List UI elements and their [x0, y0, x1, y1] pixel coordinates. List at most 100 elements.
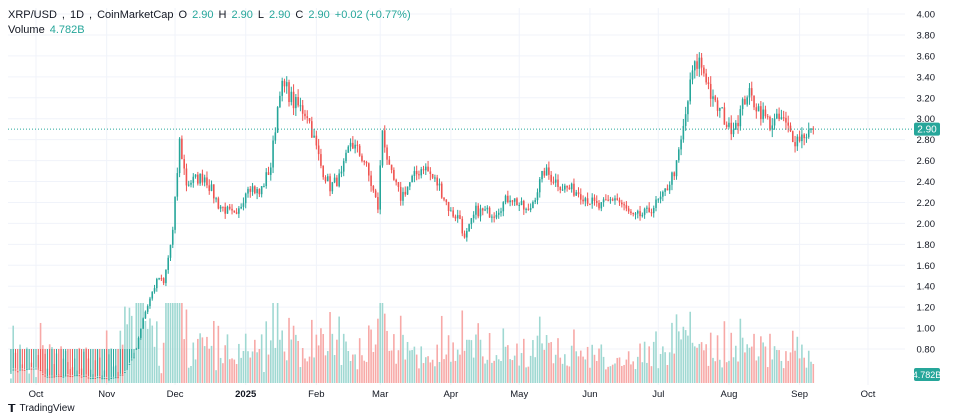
volume-bar — [158, 365, 160, 383]
candle-body — [101, 378, 103, 380]
volume-bar — [527, 366, 530, 383]
candle-body — [110, 377, 113, 379]
volume-bar — [700, 342, 703, 383]
candle-body — [785, 117, 787, 123]
volume-bar — [627, 351, 630, 383]
candle-body — [315, 135, 318, 146]
volume-bar — [386, 330, 388, 383]
candle-body — [545, 167, 548, 176]
volume-bar — [251, 351, 254, 383]
volume-bar — [267, 354, 270, 383]
candle-body — [691, 70, 694, 80]
candle-body — [693, 61, 696, 71]
separator-1: , — [61, 9, 65, 21]
candle-body — [598, 202, 600, 209]
price-axis[interactable]: 0.80 1.00 1.20 1.40 1.60 1.80 2.00 2.20 2.40 2.60… — [917, 10, 936, 356]
candle-body — [324, 177, 327, 182]
candle-body — [559, 186, 562, 191]
volume-bar — [30, 362, 33, 383]
volume-bar — [377, 318, 379, 383]
candle-body — [725, 124, 728, 127]
volume-bar — [730, 332, 733, 383]
tradingview-watermark[interactable]: 𝗧 TradingView — [8, 402, 75, 415]
volume-bar — [577, 356, 580, 383]
volume-bar — [326, 351, 329, 383]
volume-bar — [447, 335, 450, 383]
candle-body — [14, 369, 17, 371]
candle-body — [602, 199, 605, 203]
volume-bar — [719, 359, 721, 383]
candle-body — [242, 203, 245, 207]
candle-body — [60, 375, 62, 377]
ohlc-row: XRP/USD , 1D , CoinMarketCap O 2.90 H 2.90… — [8, 8, 411, 23]
candle-body — [233, 210, 236, 213]
candle-body — [466, 231, 468, 238]
candle-body — [716, 100, 719, 111]
candle-body — [244, 193, 247, 204]
candle-body — [16, 371, 19, 373]
volume-bar — [206, 336, 208, 383]
candle-body — [153, 288, 156, 292]
volume-bar — [689, 311, 692, 383]
candle-body — [397, 182, 400, 187]
volume-bar — [691, 342, 694, 383]
price-tick-label: 0.80 — [917, 345, 936, 356]
interval-label[interactable]: 1D — [69, 9, 85, 21]
volume-bar — [409, 350, 411, 383]
candle-body — [616, 198, 619, 200]
volume-bar — [557, 338, 559, 383]
candle-body — [361, 155, 363, 162]
candle-body — [488, 207, 491, 218]
volume-bar — [249, 357, 252, 383]
price-tick-label: 2.60 — [917, 156, 936, 167]
price-tick-label: 2.80 — [917, 135, 936, 146]
time-axis[interactable]: Oct Nov Dec 2025 Feb Mar Apr May Jun Jul Aug Sep Oct — [29, 389, 876, 400]
time-tick-label: Nov — [98, 389, 115, 400]
volume-label[interactable]: Volume — [8, 24, 45, 36]
volume-bar — [247, 351, 249, 383]
candle-body — [210, 184, 213, 191]
volume-bar — [630, 364, 632, 383]
volume-bar — [450, 361, 452, 383]
volume-bar — [452, 342, 454, 383]
candle-body — [782, 117, 785, 119]
candle-body — [265, 172, 268, 187]
volume-bar — [383, 313, 386, 383]
candle-body — [267, 172, 270, 175]
candle-body — [491, 216, 493, 218]
candle-body — [810, 128, 812, 130]
candle-body — [755, 107, 758, 112]
candle-body — [308, 118, 311, 122]
volume-bar — [427, 356, 429, 383]
candle-body — [607, 199, 609, 201]
volume-bar — [513, 355, 516, 383]
volume-bar — [543, 349, 546, 383]
volume-bar — [365, 361, 368, 383]
volume-bar — [345, 341, 347, 383]
symbol-label[interactable]: XRP/USD — [8, 9, 57, 21]
volume-bar — [228, 359, 231, 383]
volume-bar — [623, 364, 625, 383]
candle-body — [523, 201, 525, 210]
volume-bar — [192, 342, 195, 383]
volume-bar — [810, 361, 812, 383]
volume-bar — [611, 364, 614, 383]
candle-body — [121, 374, 124, 376]
candle-body — [529, 208, 532, 210]
candle-body — [112, 377, 115, 379]
time-tick-label: Aug — [721, 389, 738, 400]
candle-body — [272, 140, 274, 168]
volume-bar — [470, 340, 473, 383]
candle-body — [443, 197, 445, 200]
volume-bar — [801, 344, 803, 383]
volume-bar — [573, 329, 575, 383]
candle-body — [495, 214, 498, 218]
candle-body — [169, 244, 172, 258]
candle-body — [372, 185, 375, 191]
candle-body — [285, 82, 288, 87]
candle-body — [409, 182, 411, 187]
volume-bar — [190, 365, 192, 383]
volume-bar — [769, 333, 771, 383]
candle-body — [48, 376, 51, 378]
